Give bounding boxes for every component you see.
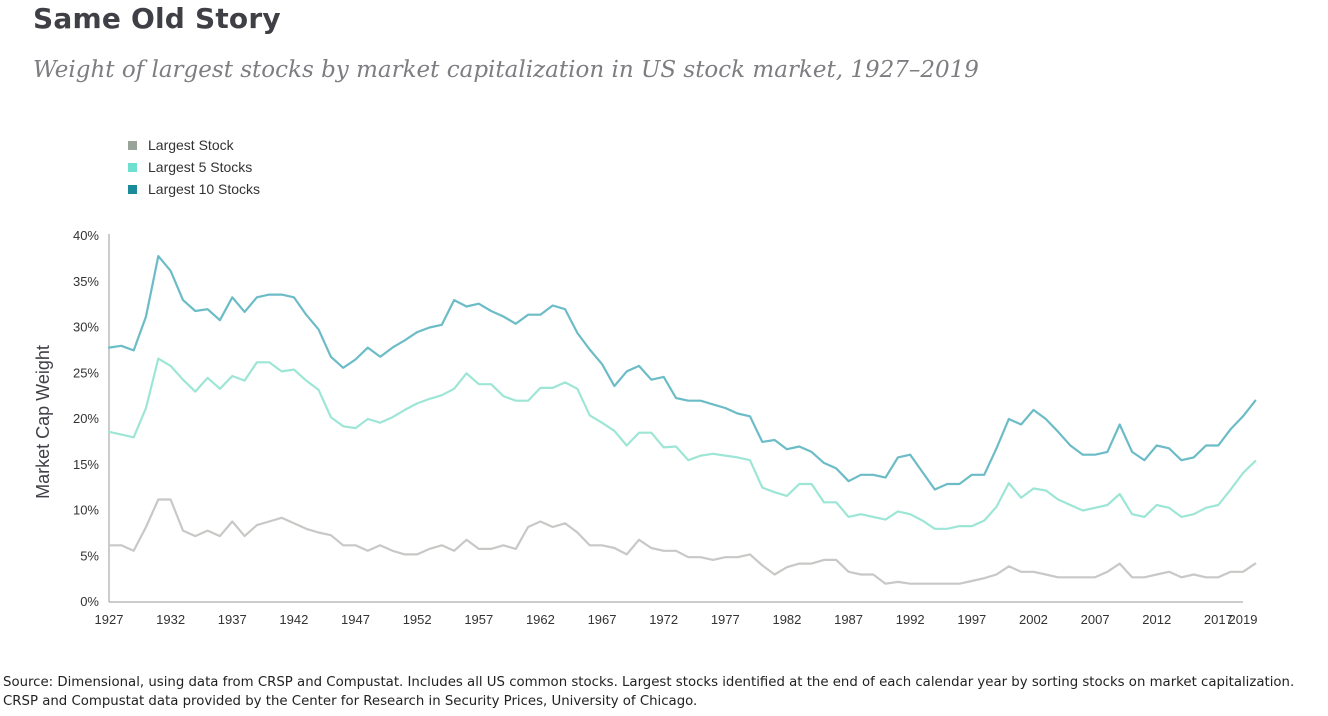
x-tick-label: 1932 [156, 612, 185, 627]
series-line-largest-5-stocks [107, 357, 1257, 530]
x-tick-label: 1952 [403, 612, 432, 627]
x-tick-label: 1962 [526, 612, 555, 627]
y-tick-label: 0% [80, 594, 99, 609]
legend-label: Largest 10 Stocks [148, 181, 261, 197]
y-tick-label: 20% [73, 411, 99, 426]
y-tick-label: 30% [73, 320, 99, 335]
y-axis-ticks: 0% 5% 10% 15% 20% 25% 30% 35% 40% [73, 228, 99, 609]
y-tick-label: 40% [73, 228, 99, 243]
source-line-1: Source: Dimensional, using data from CRS… [3, 675, 1295, 690]
x-tick-label: 1937 [218, 612, 247, 627]
x-tick-label: 1997 [957, 612, 986, 627]
legend-swatch [128, 140, 137, 150]
legend-item-largest-10-stocks: Largest 10 Stocks [128, 178, 260, 200]
series-lines [107, 255, 1257, 585]
series-line-largest-10-stocks [107, 255, 1257, 491]
legend-label: Largest 5 Stocks [148, 159, 253, 175]
x-tick-label: 1982 [772, 612, 801, 627]
legend-label: Largest Stock [148, 137, 234, 153]
legend-item-largest-5-stocks: Largest 5 Stocks [128, 156, 260, 178]
legend-swatch [128, 162, 137, 172]
x-tick-label: 1992 [896, 612, 925, 627]
chart-subtitle: Weight of largest stocks by market capit… [33, 57, 979, 83]
source-note: Source: Dimensional, using data from CRS… [3, 673, 1328, 711]
y-axis-label: Market Cap Weight [33, 345, 53, 499]
legend-item-largest-stock: Largest Stock [128, 134, 260, 156]
x-tick-label: 2007 [1081, 612, 1110, 627]
x-tick-label: 2019 [1229, 612, 1258, 627]
series-line-largest-stock [107, 498, 1257, 585]
chart-axes [108, 234, 1243, 603]
x-tick-label: 2012 [1142, 612, 1171, 627]
y-tick-label: 25% [73, 365, 99, 380]
x-tick-label: 1987 [834, 612, 863, 627]
y-tick-label: 35% [73, 274, 99, 289]
x-tick-label: 1957 [464, 612, 493, 627]
x-tick-label: 1967 [588, 612, 617, 627]
y-tick-label: 15% [73, 457, 99, 472]
source-line-2: CRSP and Compustat data provided by the … [3, 694, 698, 709]
legend: Largest Stock Largest 5 Stocks Largest 1… [128, 134, 260, 200]
x-axis-ticks: 1927 1932 1937 1942 1947 1952 1957 1962 1967 1972… [95, 612, 1258, 627]
x-tick-label: 1927 [95, 612, 124, 627]
x-tick-label: 1977 [711, 612, 740, 627]
x-tick-label: 2017 [1204, 612, 1233, 627]
x-tick-label: 1942 [279, 612, 308, 627]
chart-title: Same Old Story [33, 2, 281, 35]
x-tick-label: 1972 [649, 612, 678, 627]
x-tick-label: 1947 [341, 612, 370, 627]
x-tick-label: 2002 [1019, 612, 1048, 627]
y-tick-label: 5% [80, 548, 99, 563]
y-tick-label: 10% [73, 503, 99, 518]
legend-swatch [128, 184, 137, 194]
